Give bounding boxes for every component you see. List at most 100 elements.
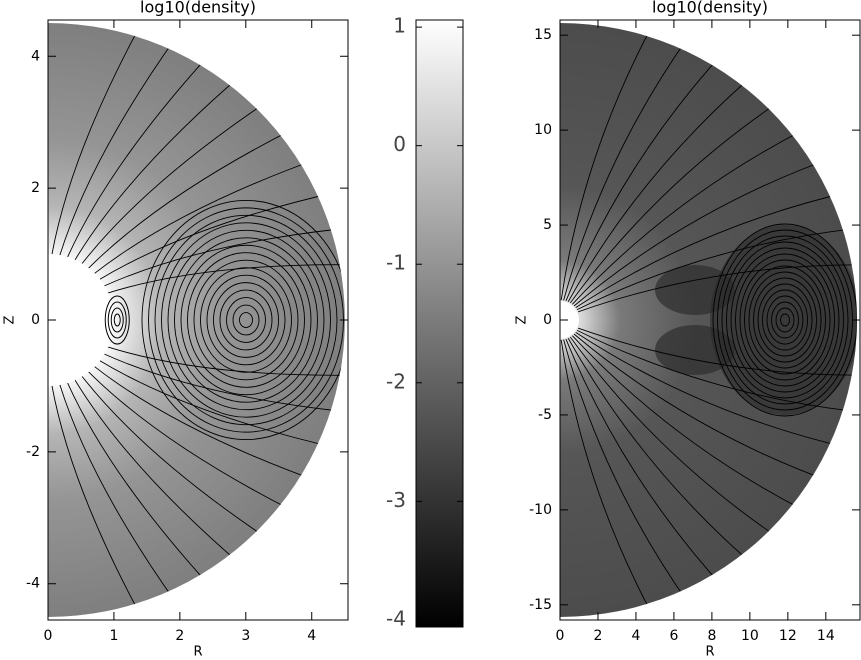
field-line (94, 366, 324, 484)
field-line (99, 360, 341, 450)
contour (113, 313, 121, 327)
field-line (576, 329, 857, 414)
y-axis-label: Z (3, 315, 18, 324)
chart-title: log10(density) (652, 0, 768, 17)
contours (560, 23, 857, 617)
contour (771, 301, 799, 339)
density-field (48, 23, 345, 617)
field-line (569, 95, 789, 304)
field-line (572, 124, 814, 305)
contour (107, 301, 127, 339)
contour (226, 297, 266, 343)
x-tick-label: 1 (109, 628, 118, 644)
field-line (573, 156, 836, 307)
contour (167, 229, 325, 411)
field-line (563, 339, 695, 611)
field-line (67, 47, 217, 258)
y-tick-label: 5 (543, 217, 552, 233)
y-tick-label: -5 (538, 407, 552, 423)
x-tick-label: 6 (669, 628, 678, 644)
contour (721, 235, 849, 405)
field-line (575, 190, 853, 309)
field-line (81, 376, 277, 545)
contours (51, 23, 345, 617)
colorbar-tick-label: 1 (393, 14, 406, 38)
contour (219, 289, 273, 351)
field-line (59, 384, 183, 611)
field-line (575, 331, 853, 450)
colorbar-tick-label: -2 (386, 369, 406, 393)
field-line (99, 190, 341, 280)
field-line (81, 95, 277, 264)
y-tick-label: 10 (534, 122, 552, 138)
x-tick-label: 8 (707, 628, 716, 644)
field-line (565, 338, 729, 593)
contour (726, 241, 844, 399)
density-field (560, 23, 857, 617)
contour (753, 277, 817, 363)
x-tick-label: 3 (241, 628, 250, 644)
field-line (94, 156, 324, 274)
contour (110, 307, 124, 333)
chart-title: log10(density) (140, 0, 256, 17)
y-tick-label: 2 (31, 180, 40, 196)
y-tick-label: -4 (26, 576, 40, 592)
field-line (74, 379, 248, 571)
colorbar-tick-label: -1 (386, 251, 406, 275)
dark-core (710, 225, 857, 415)
field-line (560, 23, 659, 301)
field-line (104, 353, 345, 414)
contour (213, 282, 279, 358)
field-line (108, 264, 345, 294)
contour (775, 307, 795, 333)
colorbar-tick-label: -3 (386, 488, 406, 512)
contour (174, 237, 318, 403)
contour (780, 313, 790, 327)
inner-hole (560, 301, 579, 339)
field-line (567, 338, 760, 571)
y-tick-label: -2 (26, 444, 40, 460)
colorbar (415, 19, 464, 628)
contour (735, 253, 835, 387)
field-line (572, 335, 814, 516)
field-line (51, 23, 147, 255)
field-line (578, 264, 857, 313)
field-line (67, 382, 217, 593)
contour (757, 283, 813, 357)
contour (239, 312, 253, 328)
x-tick-label: 10 (741, 628, 759, 644)
x-axis-label: R (193, 645, 202, 660)
y-tick-label: 15 (534, 27, 552, 43)
field-line (88, 371, 302, 516)
field-line (578, 327, 857, 376)
contour (161, 222, 331, 418)
x-tick-label: 14 (817, 628, 835, 644)
contour (232, 304, 260, 336)
contour (104, 295, 130, 345)
x-tick-label: 4 (307, 628, 316, 644)
field-line (565, 47, 729, 302)
colorbar-tick-label: 0 (393, 132, 406, 156)
y-tick-label: -10 (529, 502, 552, 518)
field-line (88, 124, 302, 269)
field-line (563, 29, 695, 301)
contour (141, 199, 345, 441)
contour (744, 265, 826, 375)
y-tick-label: -15 (529, 597, 552, 613)
x-tick-label: 0 (44, 628, 53, 644)
contour (154, 214, 338, 426)
contour (180, 244, 312, 396)
x-tick-label: 12 (779, 628, 797, 644)
field-line (104, 226, 345, 287)
contour (748, 271, 822, 369)
inner-hole (48, 254, 114, 386)
x-tick-label: 0 (556, 628, 565, 644)
x-tick-label: 2 (175, 628, 184, 644)
contour (766, 295, 804, 345)
contour (762, 289, 808, 351)
field-line (567, 69, 760, 302)
y-tick-label: 4 (31, 48, 40, 64)
field-line (569, 336, 789, 545)
x-tick-label: 4 (631, 628, 640, 644)
